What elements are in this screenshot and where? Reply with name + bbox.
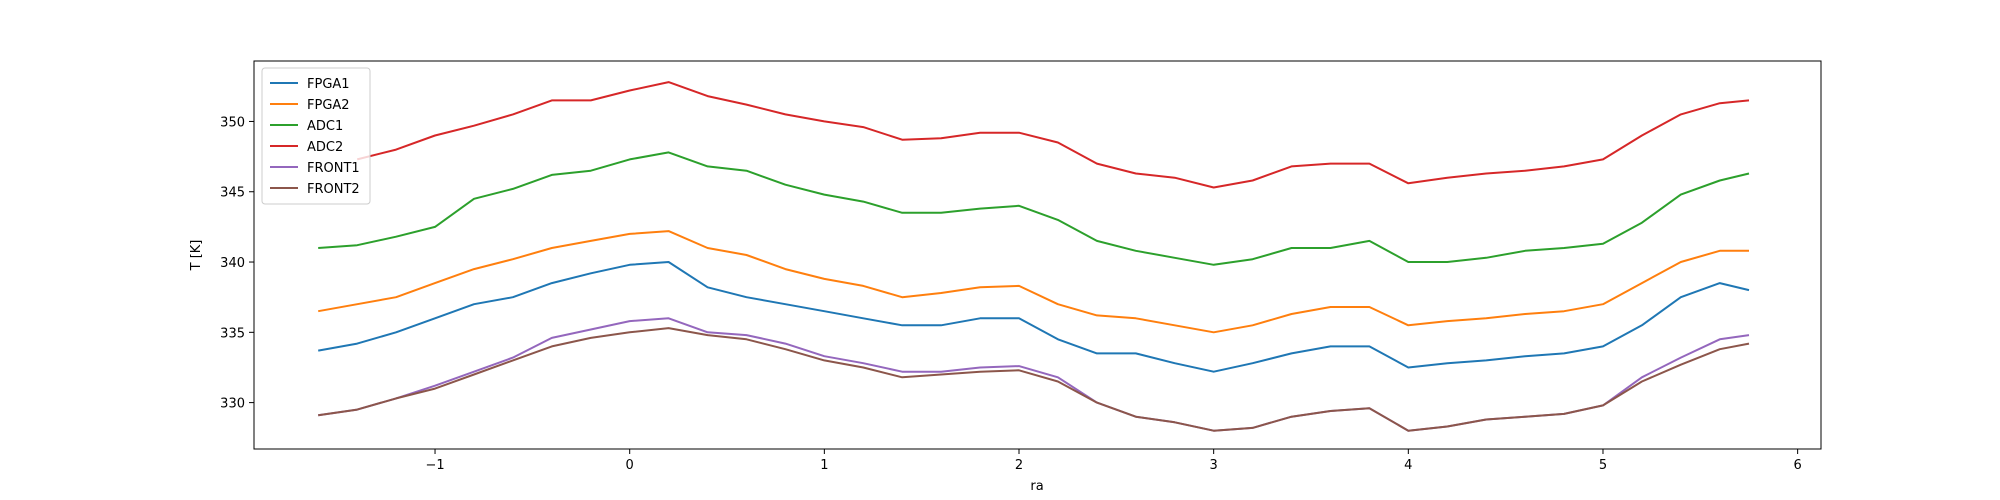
- x-tick-label: −1: [425, 458, 444, 473]
- series-line: [318, 230, 1749, 334]
- x-tick-label: 3: [1210, 458, 1218, 473]
- series-line: [318, 151, 1750, 266]
- legend-box: [261, 67, 371, 205]
- x-tick-label: 0: [626, 458, 634, 473]
- y-tick-label: 330: [220, 397, 245, 412]
- legend-label: FPGA2: [307, 98, 350, 113]
- y-tick-label: 345: [220, 186, 245, 201]
- legend-label: FRONT2: [307, 182, 360, 197]
- x-tick-label: 6: [1794, 458, 1802, 473]
- x-tick-label: 1: [820, 458, 828, 473]
- legend-label: ADC2: [307, 140, 343, 155]
- y-tick-label: 335: [220, 326, 245, 341]
- legend-label: FRONT1: [307, 161, 360, 176]
- series-line: [318, 327, 1750, 432]
- x-tick-label: 5: [1599, 458, 1607, 473]
- axes-frame: [253, 60, 1822, 450]
- series-line: [356, 81, 1750, 189]
- y-axis-label: T [K]: [189, 240, 204, 272]
- y-tick-label: 350: [220, 115, 245, 130]
- series-line: [318, 261, 1750, 373]
- x-tick-label: 2: [1015, 458, 1023, 473]
- legend-label: FPGA1: [307, 77, 350, 92]
- y-tick-label: 340: [220, 256, 245, 271]
- x-axis-label: ra: [1030, 479, 1043, 494]
- x-tick-label: 4: [1404, 458, 1412, 473]
- legend-label: ADC1: [307, 119, 343, 134]
